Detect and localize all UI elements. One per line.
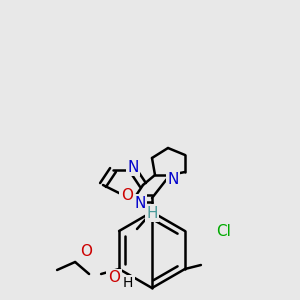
Text: O: O bbox=[108, 271, 120, 286]
Text: H: H bbox=[123, 276, 133, 290]
Text: O: O bbox=[121, 188, 133, 202]
Text: N: N bbox=[134, 196, 146, 211]
Text: N: N bbox=[167, 172, 179, 188]
Text: Cl: Cl bbox=[217, 224, 231, 239]
Text: O: O bbox=[80, 244, 92, 260]
Text: N: N bbox=[127, 160, 139, 175]
Text: H: H bbox=[146, 206, 158, 220]
